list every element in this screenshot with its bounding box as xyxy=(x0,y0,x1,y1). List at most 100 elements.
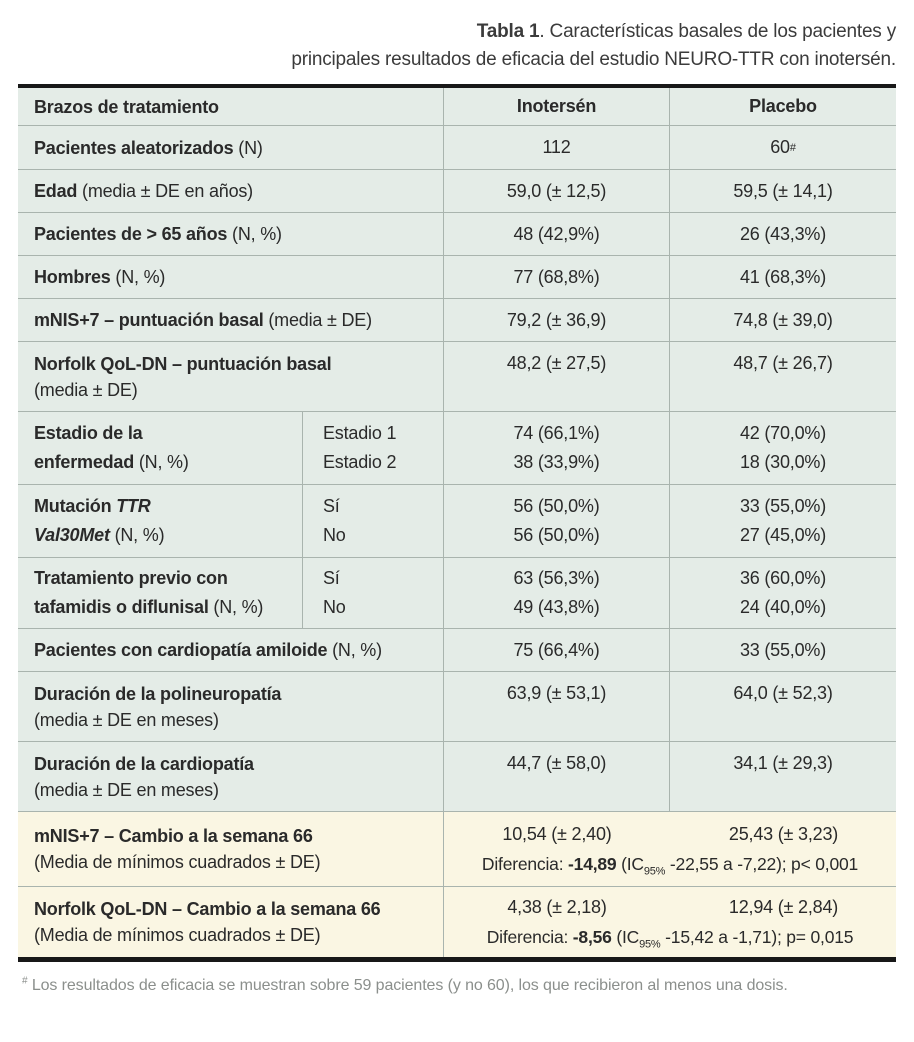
row-label: mNIS+7 – puntuación basal (media ± DE) xyxy=(18,299,443,341)
row-label-bold-italic: Val30Met xyxy=(34,525,110,545)
row-label: Tratamiento previo con tafamidis o diflu… xyxy=(18,558,302,628)
difference-prefix: Diferencia: xyxy=(486,927,573,947)
table-title-line2: principales resultados de eficacia del e… xyxy=(291,49,896,70)
table-row-norfolk-change: Norfolk QoL-DN – Cambio a la semana 66 (… xyxy=(18,887,896,957)
row-label-bold: mNIS+7 – Cambio a la semana 66 xyxy=(34,826,313,846)
difference-rest: -22,55 a -7,22); p< 0,001 xyxy=(665,854,859,874)
sublabel-2: No xyxy=(323,525,346,545)
row-label: Pacientes aleatorizados (N) xyxy=(18,126,443,169)
value-text: 38 (33,9%) xyxy=(513,452,600,472)
value-inotersen: 4,38 (± 2,18) xyxy=(507,897,607,917)
table-row-cardiopathy-duration: Duración de la cardiopatía (media ± DE e… xyxy=(18,742,896,812)
value-text: 48 (42,9%) xyxy=(513,223,600,244)
value-placebo: 33 (55,0%) 27 (45,0%) xyxy=(669,485,896,557)
table-title: Tabla 1. Características basales de los … xyxy=(18,18,896,74)
row-sublabels: Estadio 1 Estadio 2 xyxy=(302,412,443,484)
difference-line: Diferencia: -14,89 (IC95% -22,55 a -7,22… xyxy=(444,849,896,879)
value-text: 64,0 (± 52,3) xyxy=(733,683,833,703)
row-label-bold: mNIS+7 – puntuación basal xyxy=(34,310,264,330)
table-row-over65: Pacientes de > 65 años (N, %) 48 (42,9%)… xyxy=(18,213,896,256)
table-row-previous-treatment: Tratamiento previo con tafamidis o diflu… xyxy=(18,558,896,629)
value-text: 112 xyxy=(542,137,571,157)
table-row-polyneuropathy-duration: Duración de la polineuropatía (media ± D… xyxy=(18,672,896,742)
header-treatment-arms: Brazos de tratamiento xyxy=(18,88,443,125)
row-label-normal: (media ± DE) xyxy=(34,379,138,400)
value-inotersen: 48,2 (± 27,5) xyxy=(443,342,669,411)
value-text: 48,7 (± 26,7) xyxy=(733,353,833,373)
row-label: Hombres (N, %) xyxy=(18,256,443,298)
row-label: Estadio de la enfermedad (N, %) xyxy=(18,412,302,484)
row-label: Norfolk QoL-DN – Cambio a la semana 66 (… xyxy=(18,887,443,957)
row-label: mNIS+7 – Cambio a la semana 66 (Media de… xyxy=(18,812,443,886)
table-title-line1: Tabla 1. Características basales de los … xyxy=(18,18,896,46)
value-inotersen: 10,54 (± 2,40) xyxy=(502,824,612,844)
row-label-normal: (N, %) xyxy=(109,525,165,545)
header-inotersen: Inotersén xyxy=(443,88,669,125)
value-text: 33 (55,0%) xyxy=(739,639,827,660)
row-label-normal: (media ± DE en meses) xyxy=(34,709,219,730)
value-text: 41 (68,3%) xyxy=(739,266,827,287)
value-text: 59,5 (± 14,1) xyxy=(733,180,833,201)
ci-subscript: 95% xyxy=(643,865,666,878)
row-label-bold: Estadio de la xyxy=(34,423,143,443)
value-inotersen: 75 (66,4%) xyxy=(443,629,669,671)
value-text: 56 (50,0%) xyxy=(513,496,600,516)
value-pair: 10,54 (± 2,40) 25,43 (± 3,23) xyxy=(444,819,896,849)
table-title-bold: Tabla 1 xyxy=(476,21,540,42)
footnote-marker: # xyxy=(22,975,28,987)
value-inotersen: 48 (42,9%) xyxy=(443,213,669,255)
value-text: 36 (60,0%) xyxy=(739,568,827,588)
row-label-normal: (media ± DE) xyxy=(263,310,372,330)
value-placebo: 41 (68,3%) xyxy=(669,256,896,298)
value-inotersen: 56 (50,0%) 56 (50,0%) xyxy=(443,485,669,557)
footnote: # Los resultados de eficacia se muestran… xyxy=(22,975,896,995)
value-placebo: 42 (70,0%) 18 (30,0%) xyxy=(669,412,896,484)
characteristics-table: Brazos de tratamiento Inotersén Placebo … xyxy=(18,84,896,962)
row-label: Duración de la polineuropatía (media ± D… xyxy=(18,672,443,741)
sublabel-2: Estadio 2 xyxy=(323,452,397,472)
value-text: 33 (55,0%) xyxy=(739,496,827,516)
value-text: 34,1 (± 29,3) xyxy=(733,753,833,773)
table-row-mnis-basal: mNIS+7 – puntuación basal (media ± DE) 7… xyxy=(18,299,896,342)
value-placebo: 25,43 (± 3,23) xyxy=(728,824,839,844)
value-text: 74 (66,1%) xyxy=(513,423,600,443)
row-label: Mutación TTR Val30Met (N, %) xyxy=(18,485,302,557)
value-text: 79,2 (± 36,9) xyxy=(506,309,607,330)
value-inotersen: 59,0 (± 12,5) xyxy=(443,170,669,212)
row-label-normal: (N, %) xyxy=(110,267,166,287)
page: Tabla 1. Características basales de los … xyxy=(0,18,914,1042)
value-text: 44,7 (± 58,0) xyxy=(506,753,607,773)
table-row-men: Hombres (N, %) 77 (68,8%) 41 (68,3%) xyxy=(18,256,896,299)
value-text: 75 (66,4%) xyxy=(513,639,600,660)
value-inotersen: 63 (56,3%) 49 (43,8%) xyxy=(443,558,669,628)
value-inotersen: 79,2 (± 36,9) xyxy=(443,299,669,341)
row-values: 10,54 (± 2,40) 25,43 (± 3,23) Diferencia… xyxy=(443,812,896,886)
row-label-bold: Hombres xyxy=(34,267,111,287)
value-text: 63 (56,3%) xyxy=(513,568,600,588)
row-label-normal: (N, %) xyxy=(227,224,282,244)
row-label-bold: Pacientes con cardiopatía amiloide xyxy=(34,640,328,660)
sublabel-1: Sí xyxy=(323,496,340,516)
value-inotersen: 63,9 (± 53,1) xyxy=(443,672,669,741)
value-text: 77 (68,8%) xyxy=(513,266,600,287)
value-placebo: 64,0 (± 52,3) xyxy=(669,672,896,741)
value-text: 59,0 (± 12,5) xyxy=(506,180,607,201)
table-row-age: Edad (media ± DE en años) 59,0 (± 12,5) … xyxy=(18,170,896,213)
value-placebo: 74,8 (± 39,0) xyxy=(669,299,896,341)
table-title-rest: . Características basales de los pacient… xyxy=(539,21,896,42)
value-text: 27 (45,0%) xyxy=(739,525,827,545)
value-text: 18 (30,0%) xyxy=(739,452,827,472)
row-label-bold: Mutación xyxy=(34,496,112,516)
value-placebo: 48,7 (± 26,7) xyxy=(669,342,896,411)
header-placebo: Placebo xyxy=(669,88,896,125)
value-placebo: 26 (43,3%) xyxy=(669,213,896,255)
row-label-normal: (Media de mínimos cuadrados ± DE) xyxy=(34,852,321,872)
value-text: 63,9 (± 53,1) xyxy=(506,683,607,703)
table-header-row: Brazos de tratamiento Inotersén Placebo xyxy=(18,88,896,126)
row-label-bold: Edad xyxy=(34,181,78,201)
row-label-normal: (media ± DE en meses) xyxy=(34,779,219,800)
footnote-text: Los resultados de eficacia se muestran s… xyxy=(27,977,788,994)
value-placebo: 12,94 (± 2,84) xyxy=(728,897,839,917)
table-row-randomized: Pacientes aleatorizados (N) 112 60 # xyxy=(18,126,896,170)
row-label-bold: Norfolk QoL-DN – Cambio a la semana 66 xyxy=(34,899,381,919)
